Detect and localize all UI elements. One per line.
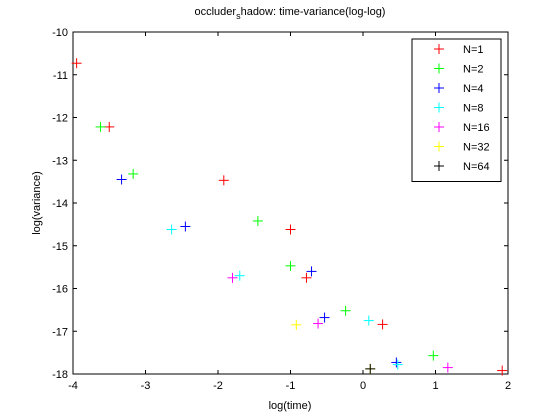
x-axis-label: log(time) <box>269 400 312 412</box>
y-tick-label: -18 <box>52 369 68 381</box>
data-point <box>363 315 374 326</box>
legend-entry: N=32 <box>463 142 490 154</box>
y-tick-label: -15 <box>52 241 68 253</box>
data-point <box>319 312 330 323</box>
x-tick-label: 0 <box>360 380 366 392</box>
legend-marker <box>434 122 444 132</box>
y-tick-label: -10 <box>52 27 68 39</box>
x-tick-label: -1 <box>286 380 296 392</box>
data-point <box>71 58 82 69</box>
data-point <box>285 260 296 271</box>
data-point <box>442 362 453 373</box>
legend-marker <box>434 83 444 93</box>
legend-marker <box>434 63 444 74</box>
legend-entry: N=8 <box>463 103 484 115</box>
y-tick-label: -17 <box>52 326 68 338</box>
data-point <box>227 272 238 283</box>
x-tick-label: -4 <box>68 380 78 392</box>
data-point <box>218 175 229 186</box>
legend-marker <box>434 102 444 113</box>
data-point <box>301 272 312 283</box>
data-point <box>95 121 106 132</box>
data-point <box>252 215 263 226</box>
data-point <box>128 168 139 179</box>
data-point <box>313 318 324 329</box>
data-points <box>71 58 508 376</box>
data-point <box>340 305 351 316</box>
chart-title: occludershadow: time-variance(log-log) <box>195 6 386 21</box>
legend: N=1 N=2 N=4 N=8 N=16 N=32 N=64 <box>411 38 502 182</box>
x-tick-label: 1 <box>432 380 438 392</box>
legend-entry: N=16 <box>463 122 490 134</box>
x-tick-label: -3 <box>141 380 151 392</box>
data-point <box>392 359 403 370</box>
legend-entry: N=2 <box>463 64 484 76</box>
x-tick-label: -2 <box>213 380 223 392</box>
data-point <box>428 350 439 361</box>
y-tick-label: -14 <box>52 198 68 210</box>
y-tick-label: -13 <box>52 155 68 167</box>
data-point <box>291 319 302 330</box>
chart-title-subscript: s <box>236 11 241 21</box>
data-point <box>285 224 296 235</box>
legend-entry: N=1 <box>463 44 484 56</box>
data-point <box>116 174 127 185</box>
data-point <box>497 365 508 376</box>
legend-entry: N=4 <box>463 83 484 95</box>
y-tick-label: -16 <box>52 284 68 296</box>
y-tick-label: -12 <box>52 113 68 125</box>
chart-title-main: occluder <box>195 6 237 18</box>
y-tick-label: -11 <box>53 70 68 82</box>
axis-ticks: -4 -3 -2 -1 0 1 2-18-17-16-15-14-13-12-11-10 <box>52 27 511 392</box>
legend-box <box>411 38 502 182</box>
chart-title-rest: hadow: time-variance(log-log) <box>241 6 386 18</box>
legend-marker <box>434 161 444 171</box>
data-point <box>234 270 245 281</box>
data-point <box>365 363 376 374</box>
x-tick-label: 2 <box>505 380 511 392</box>
data-point <box>377 319 388 330</box>
legend-marker <box>434 44 444 54</box>
y-axis-label: log(variance) <box>31 171 43 235</box>
data-point <box>391 357 402 368</box>
data-point <box>166 224 177 235</box>
data-point <box>306 266 317 277</box>
data-point <box>104 121 115 132</box>
legend-marker <box>434 141 444 152</box>
data-point <box>180 221 191 232</box>
legend-entry: N=64 <box>463 161 490 173</box>
